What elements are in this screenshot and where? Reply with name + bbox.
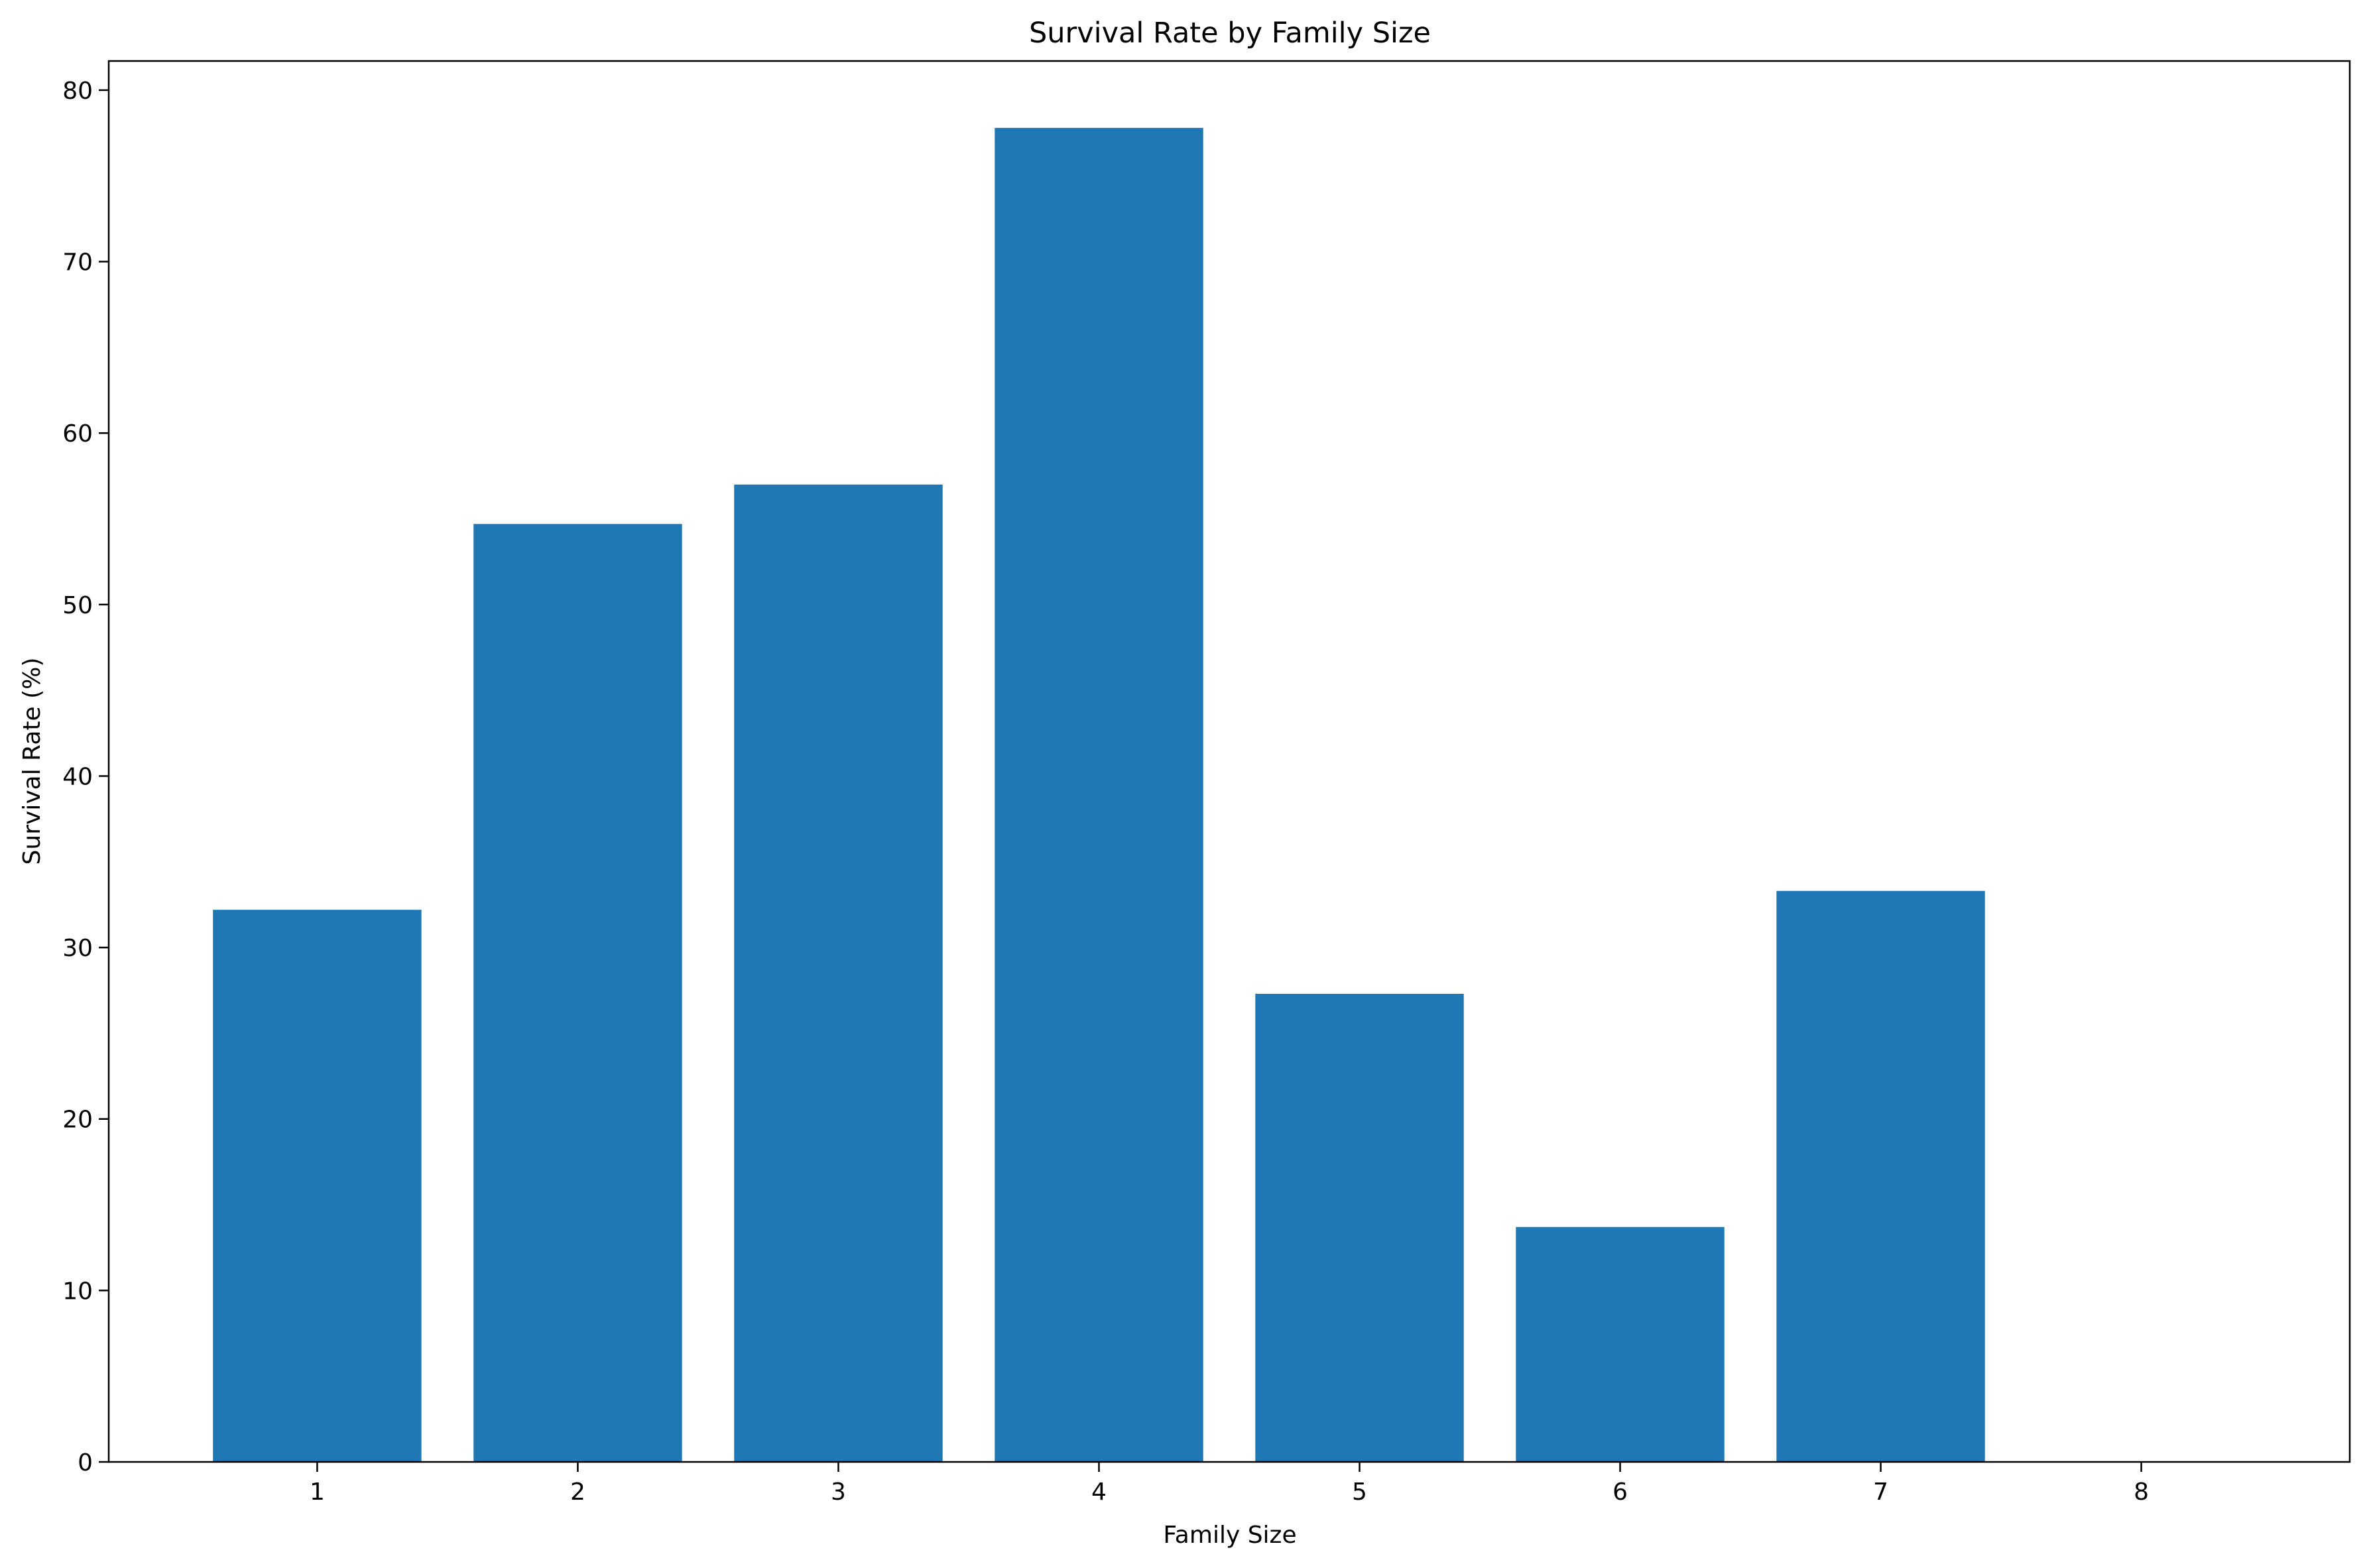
x-tick-label: 1 <box>310 1478 325 1506</box>
x-tick-label: 3 <box>831 1478 846 1506</box>
x-axis-title: Family Size <box>1163 1522 1296 1549</box>
bar-family-size-2 <box>473 524 682 1463</box>
bar-family-size-1 <box>213 910 422 1462</box>
bar-family-size-4 <box>995 127 1203 1462</box>
x-axis-ticks: 1 2 3 4 5 6 7 8 <box>310 1462 2149 1506</box>
bar-family-size-3 <box>734 484 943 1462</box>
y-tick-label: 50 <box>62 592 93 619</box>
y-tick-label: 20 <box>62 1107 93 1134</box>
x-tick-label: 6 <box>1612 1478 1628 1506</box>
bars-group <box>213 127 1985 1463</box>
x-tick-label: 2 <box>570 1478 585 1506</box>
y-tick-label: 70 <box>62 249 93 276</box>
bar-family-size-5 <box>1255 993 1464 1462</box>
y-axis-title: Survival Rate (%) <box>19 658 46 865</box>
y-tick-label: 80 <box>62 78 93 105</box>
y-axis-ticks: 0 10 20 30 40 50 60 70 80 <box>62 78 109 1477</box>
plot-frame <box>107 60 2351 1463</box>
y-tick-label: 0 <box>78 1449 93 1477</box>
x-tick-label: 5 <box>1352 1478 1367 1506</box>
bar-family-size-6 <box>1516 1227 1725 1462</box>
y-tick-label: 40 <box>62 763 93 790</box>
bar-family-size-7 <box>1776 890 1985 1462</box>
chart-title: Survival Rate by Family Size <box>1029 17 1431 50</box>
y-tick-label: 60 <box>62 420 93 448</box>
y-tick-label: 10 <box>62 1278 93 1305</box>
x-tick-label: 7 <box>1873 1478 1888 1506</box>
x-tick-label: 4 <box>1091 1478 1107 1506</box>
y-tick-label: 30 <box>62 935 93 962</box>
x-tick-label: 8 <box>2134 1478 2149 1506</box>
